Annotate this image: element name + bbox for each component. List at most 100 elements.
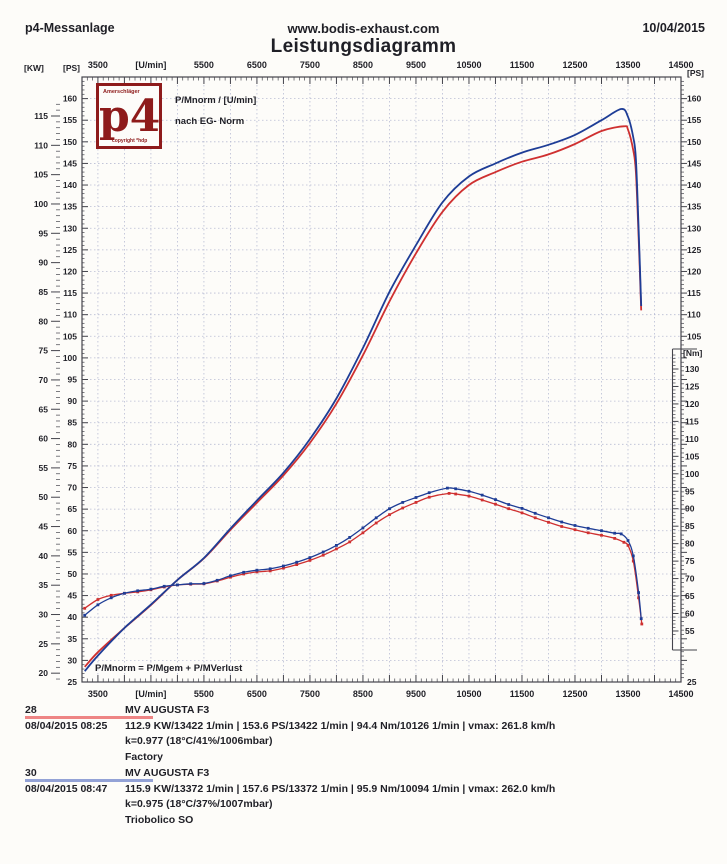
svg-text:8500: 8500 <box>353 689 373 699</box>
svg-text:120: 120 <box>63 266 77 276</box>
svg-text:[PS]: [PS] <box>63 63 80 73</box>
report-date: 10/04/2015 <box>642 21 705 35</box>
svg-text:125: 125 <box>685 381 699 391</box>
svg-text:25: 25 <box>68 677 78 687</box>
run-28-datetime: 08/04/2015 08:25 <box>25 720 108 732</box>
run-28-result: 112.9 KW/13422 1/min | 153.6 PS/13422 1/… <box>125 719 556 732</box>
svg-text:120: 120 <box>687 266 701 276</box>
run-28-label: Factory <box>125 750 163 763</box>
run-28-correction: k=0.977 (18°C/41%/1006mbar) <box>125 735 273 747</box>
svg-text:9500: 9500 <box>406 60 426 70</box>
svg-text:70: 70 <box>685 574 695 584</box>
svg-text:14500: 14500 <box>668 689 693 699</box>
svg-text:11500: 11500 <box>510 60 535 70</box>
svg-text:20: 20 <box>39 668 49 678</box>
svg-text:10500: 10500 <box>456 60 481 70</box>
svg-text:80: 80 <box>685 539 695 549</box>
svg-text:160: 160 <box>687 94 701 104</box>
svg-text:150: 150 <box>63 137 77 147</box>
svg-text:70: 70 <box>68 483 78 493</box>
svg-text:145: 145 <box>63 158 77 168</box>
svg-text:125: 125 <box>63 245 77 255</box>
svg-text:90: 90 <box>685 504 695 514</box>
run-30-datetime: 08/04/2015 08:47 <box>25 783 108 795</box>
dyno-chart: 3500 3500 [U/min] [U/min] 5500 5500 6500 6500 75… <box>24 60 704 699</box>
svg-text:115: 115 <box>685 416 699 426</box>
svg-text:155: 155 <box>687 115 701 125</box>
svg-text:12500: 12500 <box>562 60 587 70</box>
svg-text:65: 65 <box>39 404 49 414</box>
svg-text:105: 105 <box>687 331 701 341</box>
svg-text:110: 110 <box>34 140 48 150</box>
formula-note: P/Mnorm = P/Mgem + P/MVerlust <box>95 663 243 674</box>
p4-logo: Amerschläger p4 copyright *hdp <box>96 83 162 149</box>
svg-text:75: 75 <box>68 461 78 471</box>
logo-copyright-text: copyright *hdp <box>112 138 148 144</box>
svg-text:35: 35 <box>39 580 49 590</box>
svg-text:80: 80 <box>68 439 78 449</box>
svg-text:115: 115 <box>34 111 48 121</box>
svg-text:30: 30 <box>39 610 49 620</box>
svg-text:11500: 11500 <box>510 689 535 699</box>
app-title: p4-Messanlage <box>25 21 115 35</box>
svg-text:100: 100 <box>34 199 48 209</box>
svg-text:110: 110 <box>63 310 77 320</box>
svg-text:110: 110 <box>687 310 701 320</box>
website-link: www.bodis-exhaust.com <box>287 21 440 36</box>
svg-text:[PS]: [PS] <box>687 68 704 78</box>
svg-text:55: 55 <box>39 463 49 473</box>
svg-text:6500: 6500 <box>247 60 267 70</box>
svg-text:50: 50 <box>39 492 49 502</box>
svg-text:150: 150 <box>687 137 701 147</box>
svg-text:140: 140 <box>687 180 701 190</box>
svg-text:95: 95 <box>39 228 49 238</box>
svg-text:80: 80 <box>39 316 49 326</box>
svg-text:85: 85 <box>685 521 695 531</box>
svg-text:25: 25 <box>687 677 697 687</box>
svg-text:135: 135 <box>687 202 701 212</box>
svg-text:5500: 5500 <box>194 60 214 70</box>
svg-text:45: 45 <box>39 522 49 532</box>
svg-text:110: 110 <box>685 434 699 444</box>
run-30-vehicle: MV AUGUSTA F3 <box>125 767 210 779</box>
svg-text:115: 115 <box>63 288 77 298</box>
svg-text:100: 100 <box>63 353 77 363</box>
svg-text:6500: 6500 <box>247 689 267 699</box>
svg-text:14500: 14500 <box>668 60 693 70</box>
run-30-color-bar <box>25 779 153 782</box>
svg-text:7500: 7500 <box>300 60 320 70</box>
run-28-color-bar <box>25 716 153 719</box>
svg-text:95: 95 <box>68 375 78 385</box>
svg-text:13500: 13500 <box>615 60 640 70</box>
svg-text:13500: 13500 <box>615 689 640 699</box>
svg-text:145: 145 <box>687 158 701 168</box>
svg-text:3500: 3500 <box>88 60 108 70</box>
svg-text:155: 155 <box>63 115 77 125</box>
svg-text:75: 75 <box>39 346 49 356</box>
svg-text:130: 130 <box>687 223 701 233</box>
svg-text:95: 95 <box>685 486 695 496</box>
logo-brand: p4 <box>99 91 161 142</box>
svg-text:55: 55 <box>685 626 695 636</box>
svg-text:30: 30 <box>68 655 78 665</box>
svg-text:90: 90 <box>68 396 78 406</box>
svg-text:[U/min]: [U/min] <box>135 689 166 699</box>
svg-text:[KW]: [KW] <box>24 63 44 73</box>
svg-text:[Nm]: [Nm] <box>683 348 703 358</box>
svg-text:40: 40 <box>68 612 78 622</box>
run-30-correction: k=0.975 (18°C/37%/1007mbar) <box>125 798 273 810</box>
svg-text:55: 55 <box>68 547 78 557</box>
run-28-id: 28 <box>25 704 37 716</box>
svg-text:10500: 10500 <box>456 689 481 699</box>
svg-text:105: 105 <box>685 451 699 461</box>
svg-text:45: 45 <box>68 591 78 601</box>
page-title: Leistungsdiagramm <box>270 36 457 57</box>
svg-text:65: 65 <box>685 591 695 601</box>
run-30-label: Triobolico SO <box>125 813 194 826</box>
svg-text:135: 135 <box>63 202 77 212</box>
svg-text:9500: 9500 <box>406 689 426 699</box>
svg-text:120: 120 <box>685 399 699 409</box>
svg-text:35: 35 <box>68 634 78 644</box>
svg-text:125: 125 <box>687 245 701 255</box>
svg-text:25: 25 <box>39 639 49 649</box>
